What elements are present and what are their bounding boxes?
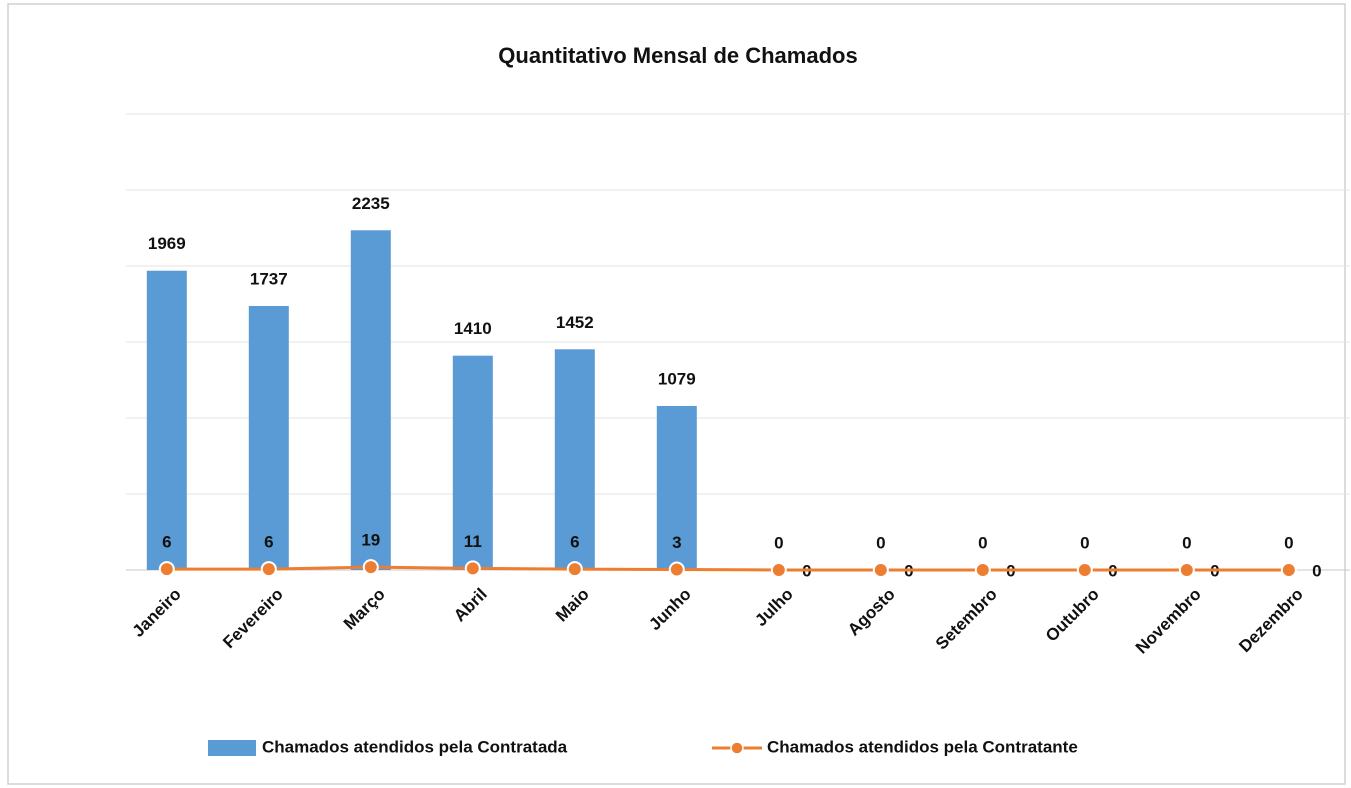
chart-title: Quantitativo Mensal de Chamados <box>498 43 857 68</box>
line-marker <box>566 561 583 578</box>
legend-label: Chamados atendidos pela Contratante <box>767 737 1078 756</box>
line-marker <box>1076 562 1093 578</box>
legend-label: Chamados atendidos pela Contratada <box>262 737 568 756</box>
line-value-label: 0 <box>1080 533 1089 552</box>
bar-value-label: 2235 <box>352 194 390 213</box>
line-marker <box>1280 562 1297 578</box>
bar <box>248 305 289 570</box>
chart-frame <box>7 3 1346 785</box>
line-value-label: 0 <box>1182 533 1191 552</box>
bar-value-label: 1079 <box>658 369 696 388</box>
bar <box>452 355 493 570</box>
bar-value-label: 1737 <box>250 269 288 288</box>
line-value-label: 11 <box>464 532 482 551</box>
line-marker <box>158 561 175 578</box>
legend-swatch <box>730 741 744 755</box>
line-marker <box>260 561 277 578</box>
line-value-label: 0 <box>978 533 987 552</box>
line-marker <box>668 561 685 578</box>
bar <box>554 349 595 570</box>
line-value-label: 0 <box>876 533 885 552</box>
bar-value-label: 1410 <box>454 319 492 338</box>
line <box>166 565 1289 572</box>
bar <box>350 230 391 570</box>
line-marker <box>362 559 379 576</box>
line-value-label: 6 <box>570 533 579 552</box>
bar-value-label: 1452 <box>556 313 594 332</box>
line-marker <box>974 562 991 578</box>
bar-value-label: 1969 <box>148 234 186 253</box>
line-marker <box>872 562 889 578</box>
legend-swatch <box>208 740 256 756</box>
bar-value-label: 0 <box>1312 561 1321 580</box>
line-marker <box>770 562 787 578</box>
line-value-label: 6 <box>162 533 171 552</box>
line-value-label: 3 <box>672 533 681 552</box>
line-value-label: 0 <box>1284 533 1293 552</box>
line-marker <box>464 560 481 577</box>
line-value-label: 6 <box>264 533 273 552</box>
line-marker <box>1178 562 1195 578</box>
bar <box>146 270 187 570</box>
line-value-label: 0 <box>774 533 783 552</box>
line-value-label: 19 <box>361 531 380 550</box>
bar <box>656 405 697 570</box>
